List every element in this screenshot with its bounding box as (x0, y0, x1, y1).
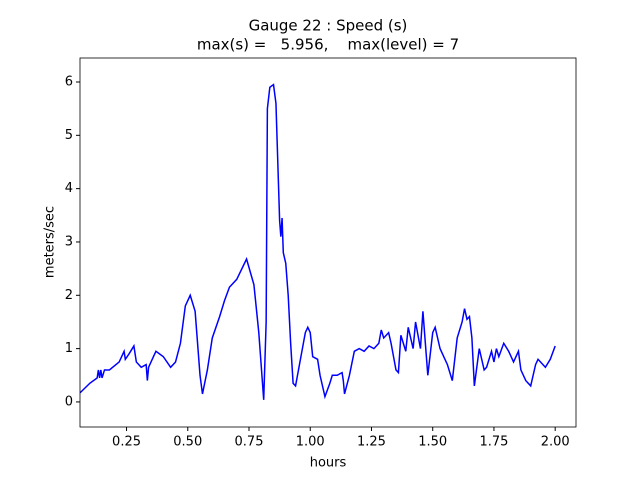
y-tick-label: 2 (65, 288, 73, 303)
chart-title: Gauge 22 : Speed (s) (249, 17, 408, 35)
chart-subtitle: max(s) = 5.956, max(level) = 7 (197, 36, 459, 54)
y-tick-label: 6 (65, 74, 73, 89)
x-tick-label: 1.75 (479, 435, 508, 450)
data-line (80, 83, 556, 400)
x-tick-label: 2.00 (541, 435, 570, 450)
plot-frame (79, 57, 577, 428)
y-tick-label: 5 (65, 128, 73, 143)
y-tick-label: 1 (65, 341, 73, 356)
y-tick-label: 0 (65, 394, 73, 409)
x-tick-label: 0.50 (173, 435, 202, 450)
x-tick-label: 1.25 (357, 435, 386, 450)
x-tick-label: 0.75 (235, 435, 264, 450)
y-tick-label: 3 (65, 234, 73, 249)
x-tick-label: 1.00 (296, 435, 325, 450)
x-axis-label: hours (310, 456, 347, 471)
y-axis-label: meters/sec (43, 206, 58, 278)
x-tick-label: 1.50 (418, 435, 447, 450)
x-tick-label: 0.25 (112, 435, 141, 450)
y-tick-label: 4 (65, 181, 73, 196)
